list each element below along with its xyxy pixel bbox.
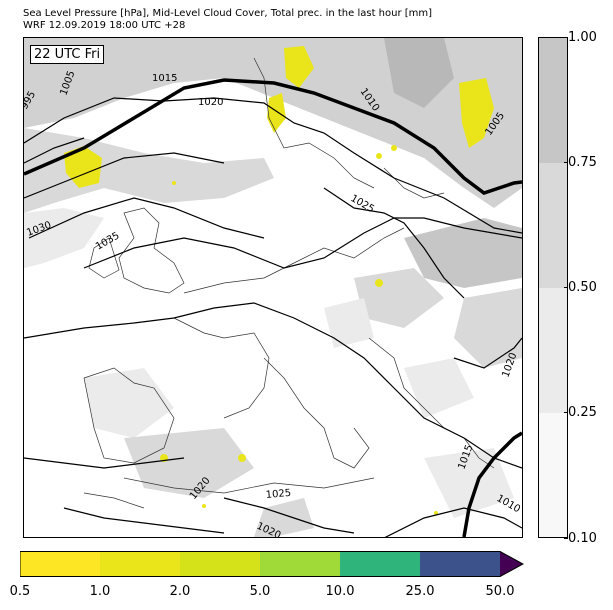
colorbar-segment: [539, 288, 567, 413]
colorbar-segment: [539, 38, 567, 163]
colorbar-tick: 10.0: [325, 584, 355, 599]
colorbar-extend-arrow: [500, 551, 523, 577]
colorbar-tick: 1.0: [89, 584, 111, 599]
colorbar-segment: [420, 551, 500, 577]
colorbar-tick: 50.0: [485, 584, 515, 599]
isobar-label: 1015: [152, 73, 177, 84]
colorbar-tick: 0.75: [564, 155, 597, 170]
colorbar-tick: 2.0: [169, 584, 191, 599]
colorbar-segment: [260, 551, 340, 577]
colorbar-tick: 0.50: [564, 280, 597, 295]
isobar-label: 1025: [265, 488, 291, 501]
cloud-cover-colorbar: [538, 37, 568, 538]
coastlines-layer: [83, 57, 495, 509]
colorbar-segment: [539, 413, 567, 537]
colorbar-segment: [20, 551, 100, 577]
isobar-label: 1020: [198, 97, 223, 108]
colorbar-segment: [180, 551, 260, 577]
precipitation-colorbar: [20, 551, 524, 577]
colorbar-tick: 0.25: [564, 405, 597, 420]
time-label: 22 UTC Fri: [30, 45, 105, 64]
colorbar-tick: 25.0: [405, 584, 435, 599]
map-title: Sea Level Pressure [hPa], Mid-Level Clou…: [23, 8, 433, 19]
colorbar-tick: 1.00: [564, 30, 597, 45]
weather-map: 1015 1020 1005 995 1010 1005 1025 1030 1…: [23, 37, 523, 538]
isobar-label: 1025: [349, 193, 377, 215]
colorbar-tick: 0.10: [564, 531, 597, 546]
isobar-layer: [24, 78, 522, 537]
map-canvas: 1015 1020 1005 995 1010 1005 1025 1030 1…: [24, 38, 522, 537]
isobar-label: 1035: [94, 230, 122, 252]
colorbar-tick: 0.5: [9, 584, 31, 599]
colorbar-tick: 5.0: [249, 584, 271, 599]
colorbar-segment: [539, 163, 567, 288]
colorbar-segment: [340, 551, 420, 577]
map-subtitle: WRF 12.09.2019 18:00 UTC +28: [23, 20, 186, 31]
colorbar-segment: [100, 551, 180, 577]
